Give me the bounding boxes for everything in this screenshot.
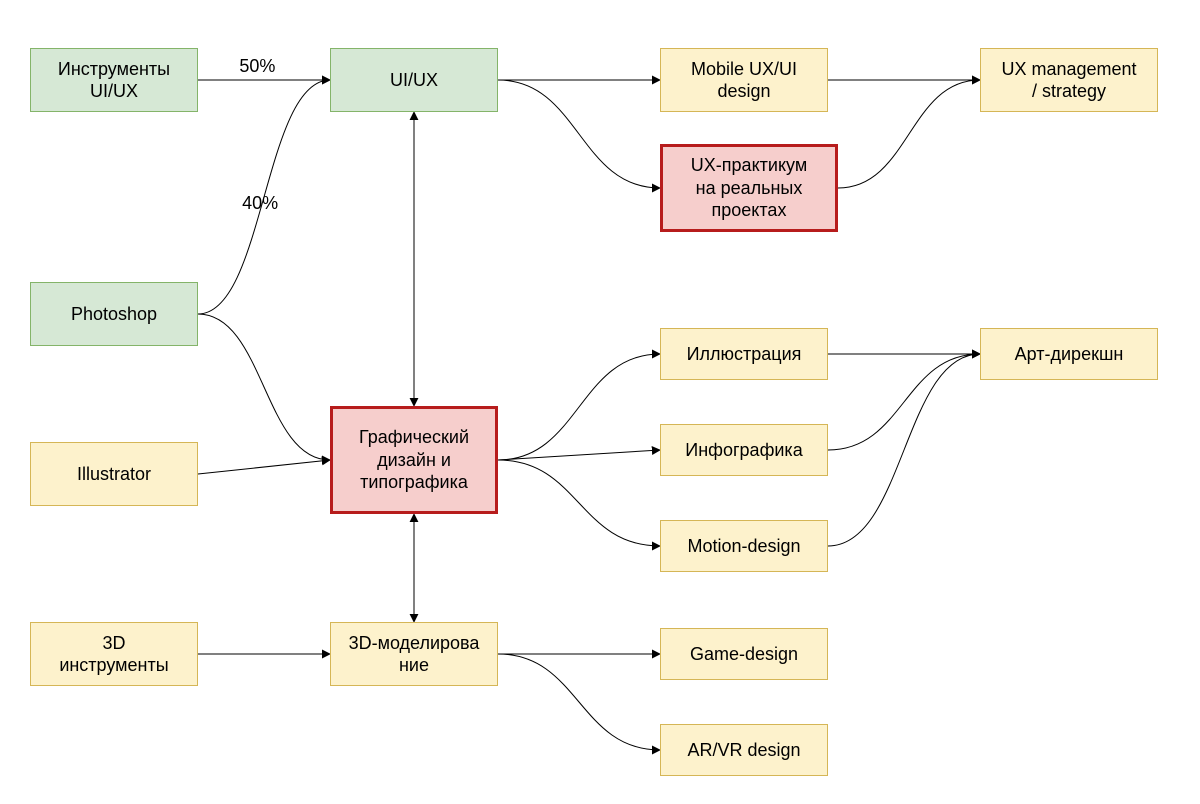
node-tools_uiux: Инструменты UI/UX	[30, 48, 198, 112]
node-illustration: Иллюстрация	[660, 328, 828, 380]
edge-graphic_design-illustration	[498, 354, 660, 460]
node-photoshop: Photoshop	[30, 282, 198, 346]
edge-graphic_design-motion	[498, 460, 660, 546]
node-label: UX management / strategy	[1001, 58, 1136, 103]
node-infographics: Инфографика	[660, 424, 828, 476]
node-label: Motion-design	[687, 535, 800, 558]
node-label: UI/UX	[390, 69, 438, 92]
node-motion: Motion-design	[660, 520, 828, 572]
edge-infographics-art_direction	[828, 354, 980, 450]
edge-motion-art_direction	[828, 354, 980, 546]
node-label: Арт-дирекшн	[1015, 343, 1124, 366]
node-uiux: UI/UX	[330, 48, 498, 112]
edge-photoshop-graphic_design	[198, 314, 330, 460]
node-tools_3d: 3D инструменты	[30, 622, 198, 686]
edge-label: 40%	[242, 193, 278, 214]
node-label: Инструменты UI/UX	[58, 58, 170, 103]
edge-illustrator-graphic_design	[198, 460, 330, 474]
node-label: 3D инструменты	[59, 632, 168, 677]
node-graphic_design: Графический дизайн и типографика	[330, 406, 498, 514]
node-label: Иллюстрация	[687, 343, 802, 366]
node-label: Mobile UX/UI design	[691, 58, 797, 103]
node-mobile_ux: Mobile UX/UI design	[660, 48, 828, 112]
edge-uiux-ux_practicum	[498, 80, 660, 188]
node-arvr: AR/VR design	[660, 724, 828, 776]
node-modeling_3d: 3D-моделирова ние	[330, 622, 498, 686]
node-label: Photoshop	[71, 303, 157, 326]
node-label: AR/VR design	[687, 739, 800, 762]
node-label: Графический дизайн и типографика	[359, 426, 469, 494]
node-label: Инфографика	[685, 439, 802, 462]
edge-label: 50%	[239, 56, 275, 77]
node-label: UX-практикум на реальных проектах	[691, 154, 807, 222]
node-label: 3D-моделирова ние	[349, 632, 480, 677]
edge-modeling_3d-arvr	[498, 654, 660, 750]
diagram-stage: Инструменты UI/UX UI/UX Mobile UX/UI desig…	[0, 0, 1200, 804]
node-art_direction: Арт-дирекшн	[980, 328, 1158, 380]
node-illustrator: Illustrator	[30, 442, 198, 506]
node-label: Illustrator	[77, 463, 151, 486]
node-ux_mgmt: UX management / strategy	[980, 48, 1158, 112]
node-label: Game-design	[690, 643, 798, 666]
node-game_design: Game-design	[660, 628, 828, 680]
edge-graphic_design-infographics	[498, 450, 660, 460]
edge-ux_practicum-ux_mgmt	[838, 80, 980, 188]
node-ux_practicum: UX-практикум на реальных проектах	[660, 144, 838, 232]
